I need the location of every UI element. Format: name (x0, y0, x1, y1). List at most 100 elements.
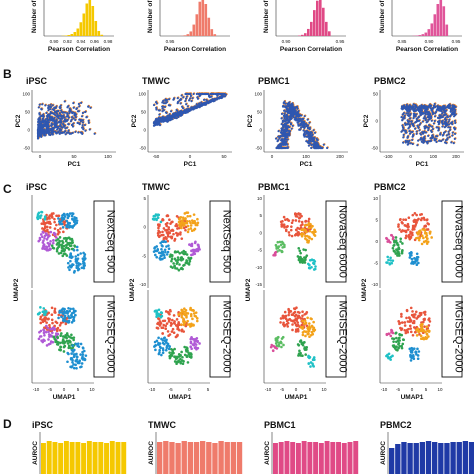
pca-point (287, 103, 290, 106)
umap-x-tick: -10 (33, 387, 40, 392)
umap-point (173, 239, 176, 242)
pca-point (284, 118, 287, 121)
pca-point (312, 138, 316, 141)
pca-point (424, 113, 427, 116)
umap-point (74, 255, 78, 258)
pca-point (63, 100, 66, 103)
pca-point (454, 121, 457, 125)
umap-y-label: UMAP2 (13, 278, 20, 301)
pca-point (427, 134, 430, 138)
pca-point (422, 111, 425, 115)
pca-point (282, 119, 285, 122)
pca-point (84, 110, 87, 114)
pca-point (410, 120, 413, 123)
pca-point (302, 134, 306, 137)
umap-point (172, 232, 175, 236)
pca-point (161, 110, 164, 113)
pca-point (426, 120, 429, 123)
hist-bar (207, 17, 211, 36)
umap-point (53, 307, 57, 311)
pca-title: TMWC (142, 76, 170, 86)
hist-tick-label: 0.90 (50, 39, 59, 44)
pca-point (282, 124, 285, 127)
pca-point (437, 139, 441, 142)
pca-point (71, 112, 74, 115)
pca-point (80, 101, 83, 104)
umap-point (175, 223, 178, 226)
pca-point (197, 104, 200, 107)
umap-point (59, 345, 63, 349)
pca-point (282, 146, 286, 150)
pca-point (81, 111, 84, 115)
pca-point (437, 123, 440, 126)
hist-bar (73, 32, 77, 36)
pca-point (453, 113, 456, 116)
umap-point (69, 259, 72, 263)
pca-point (425, 106, 428, 109)
umap-point (81, 355, 84, 359)
pca-point (64, 130, 67, 133)
pca-point (418, 123, 421, 126)
hist-y-label: Number of c (379, 0, 386, 33)
pca-point (76, 121, 79, 125)
pca-point (57, 116, 60, 119)
umap-point (43, 334, 46, 337)
hist-tick-label: 0.95 (336, 39, 345, 44)
hist-bar (94, 21, 98, 36)
pca-point (70, 116, 74, 119)
pca-point (214, 92, 218, 96)
pca-point (427, 123, 431, 127)
umap-point (52, 231, 56, 235)
pca-point (184, 109, 187, 112)
pca-point (419, 138, 422, 141)
pca-point (196, 97, 200, 100)
pca-point (216, 97, 220, 100)
pca-point (310, 131, 313, 134)
hist-tick-label: 0.96 (90, 39, 99, 44)
pca-point (421, 120, 424, 123)
pca-point (51, 129, 54, 132)
umap-point (64, 334, 68, 338)
pca-point (50, 118, 53, 122)
umap-point (59, 251, 63, 255)
pca-point (423, 115, 426, 118)
platform-label: MGISEQ-2000 (105, 300, 117, 372)
pca-point (402, 141, 405, 144)
pca-point (402, 133, 405, 137)
pca-point (280, 112, 284, 115)
umap-point (64, 252, 67, 256)
pca-point (413, 127, 417, 130)
umap-point (69, 244, 73, 247)
umap-point (168, 218, 171, 222)
pca-point (47, 106, 50, 110)
umap-point (43, 236, 46, 240)
umap-point (74, 257, 78, 261)
pca-point (411, 135, 414, 138)
pca-point (168, 114, 171, 117)
pca-point (404, 139, 407, 143)
umap-point (44, 225, 47, 228)
umap-point (67, 236, 71, 240)
umap-point (60, 315, 63, 319)
pca-point (412, 112, 415, 115)
pca-point (54, 130, 57, 133)
pca-point (69, 109, 72, 112)
pca-point (154, 120, 158, 123)
umap-point (57, 316, 60, 320)
pca-x-tick: 100 (430, 154, 438, 159)
umap-point (170, 235, 173, 239)
platform-label: NextSeq 500 (105, 210, 117, 274)
umap-point (50, 327, 54, 331)
pca-point (291, 114, 294, 117)
hist-bar (198, 1, 202, 36)
pca-point (207, 95, 211, 98)
umap-point (71, 360, 74, 364)
pca-point (63, 116, 66, 119)
pca-point (423, 117, 426, 120)
pca-point (41, 103, 44, 106)
pca-point (38, 128, 41, 131)
pca-point (290, 127, 293, 130)
pca-point (217, 92, 220, 96)
pca-x-label: PC1 (300, 161, 313, 168)
pca-point (427, 129, 430, 132)
